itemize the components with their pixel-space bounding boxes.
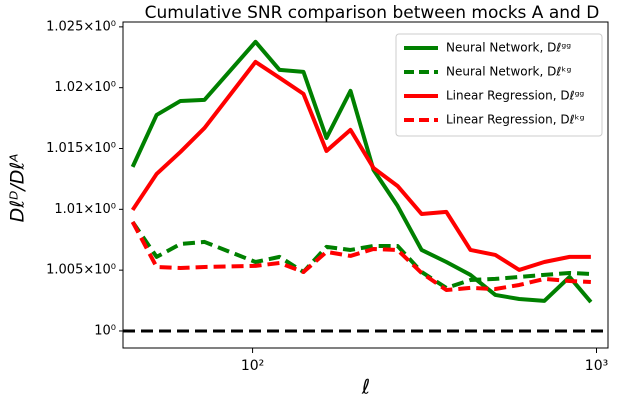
- y-axis-label: Dℓᴰ/Dℓᴬ: [7, 154, 29, 223]
- legend-box: [395, 33, 603, 137]
- y-tick-label: 10⁰: [94, 323, 116, 338]
- legend-label: Neural Network, Dℓᵍᵍ: [446, 41, 571, 55]
- legend-label: Linear Regression, Dℓᵍᵍ: [446, 89, 584, 103]
- y-tick-label: 1.015×10⁰: [46, 141, 116, 156]
- legend-label: Linear Regression, Dℓᵏᵍ: [446, 113, 585, 127]
- x-tick-label: 10³: [585, 358, 608, 374]
- x-axis-label: ℓ: [361, 375, 370, 399]
- legend-label: Neural Network, Dℓᵏᵍ: [446, 65, 571, 79]
- chart-title: Cumulative SNR comparison between mocks …: [145, 3, 600, 23]
- y-tick-label: 1.005×10⁰: [46, 263, 116, 278]
- series-line: [130, 221, 591, 292]
- series-line: [130, 59, 591, 272]
- y-tick-label: 1.02×10⁰: [54, 80, 116, 95]
- x-tick-label: 10²: [241, 358, 264, 374]
- plot-frame: [122, 21, 609, 349]
- series-line: [130, 220, 591, 290]
- y-tick-label: 1.01×10⁰: [54, 202, 116, 217]
- y-tick-label: 1.025×10⁰: [46, 19, 116, 34]
